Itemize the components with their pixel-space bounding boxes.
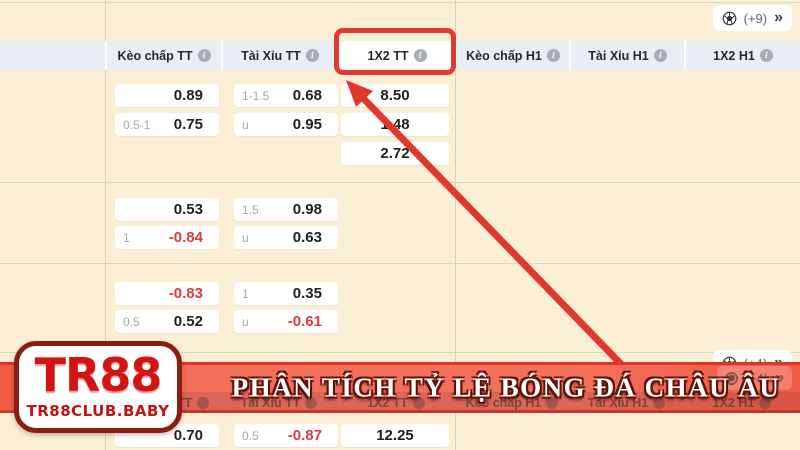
header-keo-chap-tt[interactable]: Kèo chấp TT i (105, 41, 221, 70)
handicap-label: u (242, 314, 249, 329)
header-tai-xiu-tt[interactable]: Tài Xỉu TT i (221, 41, 337, 70)
ghost-header-tai-xiu-tt: Tài Xỉu TT (221, 392, 337, 413)
odds-cell[interactable]: 2.72 (341, 142, 449, 165)
column-label: Tài Xỉu TT (240, 395, 301, 410)
expand-chevron-icon: » (775, 369, 784, 386)
info-icon (653, 396, 666, 409)
handicap-label: u (242, 117, 249, 132)
handicap-label: 1 (123, 230, 130, 245)
odds-value: 0.95 (292, 116, 322, 133)
divider (0, 2, 800, 3)
odds-value: 0.52 (173, 313, 203, 330)
handicap-label: 0.5 (123, 314, 140, 329)
ghost-more-odds-control: (+4) » (716, 366, 792, 390)
odds-value: -0.87 (287, 427, 322, 444)
odds-cell[interactable]: u 0.95 (234, 113, 338, 136)
divider (0, 182, 800, 183)
odds-cell[interactable]: 1.48 (341, 113, 449, 136)
column-label: Tài Xỉu H1 (587, 395, 649, 410)
divider (0, 263, 800, 264)
odds-cell[interactable]: 12.25 (341, 424, 449, 447)
ghost-header-keo-chap-h1: Kèo chấp H1 (455, 392, 569, 413)
header-cell-empty (0, 41, 105, 70)
info-icon[interactable]: i (546, 49, 560, 62)
odds-value: 12.25 (376, 427, 414, 444)
info-icon[interactable]: i (305, 49, 319, 62)
odds-cell[interactable]: -0.83 (115, 282, 219, 305)
logo-subtitle: TR88CLUB.BABY (26, 401, 170, 420)
odds-value: 0.63 (292, 229, 322, 246)
info-icon[interactable]: i (413, 49, 427, 62)
column-label: Kèo chấp H1 (465, 395, 542, 410)
header-keo-chap-h1[interactable]: Kèo chấp H1 i (455, 41, 569, 70)
odds-cell[interactable]: 1 -0.84 (115, 226, 219, 249)
odds-value: 0.35 (292, 285, 322, 302)
odds-value: 0.89 (173, 87, 203, 104)
more-count-label: (+9) (743, 10, 768, 26)
info-icon (546, 396, 559, 409)
header-tai-xiu-h1[interactable]: Tài Xỉu H1 i (569, 41, 684, 70)
odds-value: -0.83 (168, 285, 203, 302)
column-label: Kèo chấp TT (117, 48, 193, 63)
odds-cell[interactable]: 8.50 (341, 84, 449, 107)
header-1x2-h1[interactable]: 1X2 H1 i (684, 41, 800, 70)
more-odds-control-top[interactable]: (+9) » (712, 5, 792, 31)
tr88-logo[interactable]: TR88 TR88CLUB.BABY (14, 341, 182, 433)
odds-cell[interactable]: u -0.61 (234, 310, 338, 333)
odds-value: 0.70 (173, 427, 203, 444)
column-label: 1X2 TT (367, 395, 408, 410)
ghost-header-1x2-tt: 1X2 TT (337, 392, 455, 413)
odds-value: 8.50 (380, 87, 410, 104)
odds-value: -0.61 (287, 313, 322, 330)
column-label: 1X2 H1 (713, 48, 755, 63)
odds-cell[interactable]: 0.5 -0.87 (234, 424, 338, 447)
info-icon (197, 396, 209, 409)
odds-cell[interactable]: 0.53 (115, 198, 219, 221)
odds-cell[interactable]: u 0.63 (234, 226, 338, 249)
info-icon (759, 396, 772, 409)
odds-value: 0.75 (173, 116, 203, 133)
column-label: Tài Xỉu TT (241, 48, 301, 63)
odds-value: 0.53 (173, 201, 203, 218)
info-icon[interactable]: i (759, 49, 773, 62)
info-icon (413, 396, 425, 409)
odds-value: 0.68 (292, 87, 322, 104)
ghost-header-tai-xiu-h1: Tài Xỉu H1 (569, 392, 684, 413)
odds-value: 0.98 (292, 201, 322, 218)
info-icon[interactable]: i (197, 49, 211, 62)
odds-cell[interactable]: 0.89 (115, 84, 219, 107)
odds-value: 2.72 (380, 145, 410, 162)
column-label: Kèo chấp H1 (466, 48, 542, 63)
handicap-label: 0.5 (242, 428, 259, 443)
handicap-label: 1-1.5 (242, 88, 270, 103)
odds-cell[interactable]: 0.5 0.52 (115, 310, 219, 333)
info-icon (305, 396, 318, 409)
ghost-header-1x2-h1: 1X2 H1 (684, 392, 800, 413)
odds-cell[interactable]: 1 0.35 (234, 282, 338, 305)
header-1x2-tt[interactable]: 1X2 TT i (337, 41, 455, 70)
banner-title: PHÂN TÍCH TỶ LỆ BÓNG ĐÁ CHÂU ÂU (231, 372, 781, 402)
soccer-ball-icon (722, 11, 736, 25)
highlight-box (334, 28, 456, 75)
odds-value: 1.48 (380, 116, 410, 133)
odds-value: -0.84 (168, 229, 203, 246)
column-label: Tài Xỉu H1 (588, 48, 649, 63)
column-label: 1X2 TT (367, 48, 409, 63)
odds-cell[interactable]: 1-1.5 0.68 (234, 84, 338, 107)
handicap-label: u (242, 230, 249, 245)
handicap-label: 1.5 (242, 202, 259, 217)
odds-cell[interactable]: 0.5-1 0.75 (115, 113, 219, 136)
column-label: 1X2 H1 (712, 395, 755, 410)
soccer-ball-icon (724, 371, 738, 385)
info-icon[interactable]: i (653, 49, 667, 62)
odds-cell[interactable]: 1.5 0.98 (234, 198, 338, 221)
handicap-label: 1 (242, 286, 249, 301)
odds-header-row: Kèo chấp TT i Tài Xỉu TT i 1X2 TT i Kèo … (0, 41, 800, 70)
expand-chevron-icon[interactable]: » (774, 9, 783, 26)
handicap-label: 0.5-1 (123, 117, 151, 132)
more-count-label: (+4) (744, 370, 769, 386)
divider (105, 0, 106, 450)
logo-title: TR88 (34, 348, 163, 403)
